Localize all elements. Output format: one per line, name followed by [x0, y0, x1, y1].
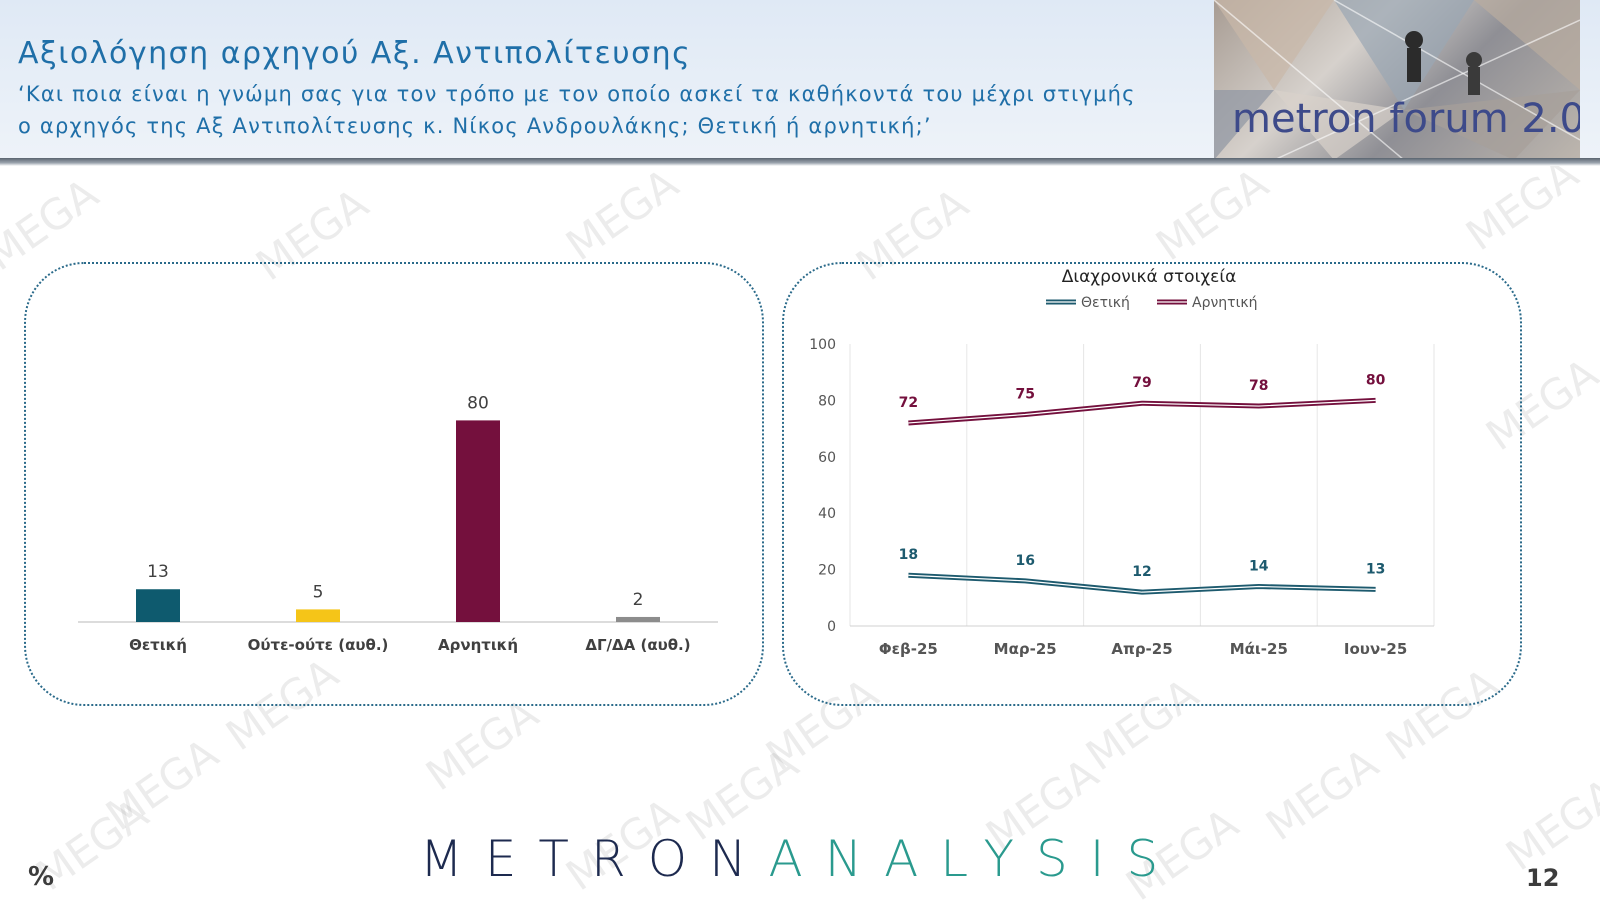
y-tick-label: 60: [818, 450, 836, 466]
bar-chart-panel: 13 Θετική 5 Ούτε-ούτε (αυθ.) 80 Αρνητική 2 ΔΓ/Δ…: [24, 262, 764, 706]
header-bar: Αξιολόγηση αρχηγού Αξ. Αντιπολίτευσης ‘Κ…: [0, 0, 1600, 160]
x-tick-label: Ιουν-25: [1344, 640, 1407, 658]
series-line-inner: [908, 399, 1376, 424]
watermark-mega: MEGA: [1147, 158, 1277, 271]
data-label: 78: [1249, 378, 1268, 394]
watermark-mega: MEGA: [557, 158, 687, 271]
forum-photo: metron forum 2.0: [1214, 0, 1580, 160]
bar-3: [616, 616, 660, 622]
line-chart-title: Διαχρονικά στοιχεία: [1062, 267, 1237, 287]
y-tick-label: 100: [809, 337, 836, 353]
data-label: 13: [1366, 561, 1385, 577]
legend-label: Αρνητική: [1192, 295, 1257, 311]
y-tick-label: 0: [827, 619, 836, 635]
logo-metron: METRON: [419, 830, 769, 888]
bar-value-label: 5: [313, 582, 324, 602]
bar-category-label: Αρνητική: [438, 636, 518, 654]
x-tick-label: Μάι-25: [1230, 640, 1288, 658]
bar-value-label: 2: [633, 590, 644, 610]
data-label: 75: [1015, 387, 1034, 403]
header-divider: [0, 158, 1600, 166]
percent-sign: %: [28, 862, 55, 892]
bar-chart: 13 Θετική 5 Ούτε-ούτε (αυθ.) 80 Αρνητική 2 ΔΓ/Δ…: [78, 393, 718, 654]
bar-value-label: 13: [147, 562, 169, 582]
y-tick-label: 20: [818, 563, 836, 579]
page-title: Αξιολόγηση αρχηγού Αξ. Αντιπολίτευσης: [18, 36, 692, 71]
line-chart-panel: Διαχρονικά στοιχεία Θετική Αρνητική 0 20 40 60…: [782, 262, 1522, 706]
bar-2: [456, 420, 500, 622]
logo-analysis: ANALYSIS: [768, 830, 1181, 888]
bar-0: [136, 589, 180, 622]
line-chart: Διαχρονικά στοιχεία Θετική Αρνητική 0 20 40 60…: [809, 267, 1435, 658]
bar-category-label: Ούτε-ούτε (αυθ.): [248, 636, 389, 654]
y-tick-label: 80: [818, 393, 836, 409]
watermark-mega: MEGA: [97, 728, 227, 841]
legend-label: Θετική: [1081, 295, 1130, 311]
forum-caption: metron forum 2.0: [1232, 96, 1580, 142]
data-label: 12: [1132, 564, 1151, 580]
page-number: 12: [1526, 864, 1560, 892]
x-tick-label: Απρ-25: [1111, 640, 1172, 658]
data-label: 72: [899, 395, 918, 411]
x-tick-label: Μαρ-25: [994, 640, 1057, 658]
bar-category-label: ΔΓ/ΔΑ (αυθ.): [585, 636, 690, 654]
metron-analysis-logo: METRONANALYSIS: [0, 830, 1600, 888]
data-label: 14: [1249, 559, 1269, 575]
data-label: 80: [1366, 372, 1386, 388]
x-tick-label: Φεβ-25: [879, 640, 938, 658]
bar-value-label: 80: [467, 393, 489, 413]
bar-1: [296, 609, 340, 622]
photo-pattern: [1214, 0, 1580, 160]
data-label: 79: [1132, 375, 1151, 391]
question-text: ‘Και ποια είναι η γνώμη σας για τον τρόπ…: [18, 82, 1136, 138]
series-line-inner: [908, 574, 1376, 593]
data-label: 18: [899, 547, 918, 563]
y-tick-label: 40: [818, 506, 836, 522]
bar-category-label: Θετική: [129, 636, 187, 654]
data-label: 16: [1015, 553, 1034, 569]
